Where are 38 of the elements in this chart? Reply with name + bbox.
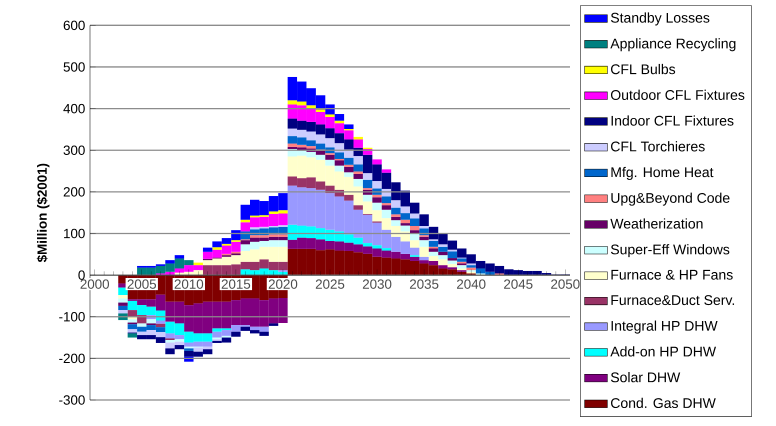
legend-label: Furnace & HP Fans [611,270,733,280]
legend-label: Outdoor CFL Fixtures [610,90,744,100]
x-tick-label: 2030 [362,279,392,289]
legend-label: CFL Torchieres [611,141,705,152]
x-tick-label: 2040 [457,279,486,289]
y-tick-label: 0 [78,270,85,280]
legend-label: Cond. Gas DHW [611,398,716,408]
legend-label: Mfg. Home Heat [611,166,714,180]
x-tick-label: 2020 [268,279,298,289]
legend-label: Furnace&Duct Serv. [611,295,734,306]
legend-label: Solar DHW [610,372,680,382]
legend-label: Indoor CFL Fixtures [612,115,734,126]
x-tick-label: 2025 [316,279,344,289]
x-tick-label: 2050 [551,279,580,289]
legend-label: Add-on HP DHW [610,346,716,357]
y-tick-label: 400 [63,104,85,114]
x-tick-label: 2010 [174,279,204,289]
y-tick-label: -100 [59,312,85,322]
legend-label: Appliance Recycling [610,38,736,52]
y-tick-label: 600 [64,20,85,30]
legend-label: Weatherization [610,218,703,229]
legend-label: Super-Eff Windows [610,244,730,258]
x-tick-label: 2045 [504,279,532,289]
legend-label: CFL Bulbs [611,64,676,74]
y-tick-label: 200 [64,187,85,197]
x-tick-label: 2000 [80,279,110,289]
legend-label: Upg&Beyond Code [611,192,730,206]
y-tick-label: 100 [64,228,85,238]
y-tick-label: 300 [64,146,85,155]
legend-label: Standby Losses [610,12,710,26]
y-axis-title: $Million ($2001) [36,164,50,262]
y-tick-label: -300 [59,395,85,405]
x-tick-label: 2035 [410,279,438,289]
y-tick-label: -200 [59,354,85,364]
x-tick-label: 2005 [128,279,156,289]
legend-label: Integral HP DHW [612,320,718,334]
x-tick-label: 2015 [222,279,250,289]
y-tick-label: 500 [64,62,85,72]
